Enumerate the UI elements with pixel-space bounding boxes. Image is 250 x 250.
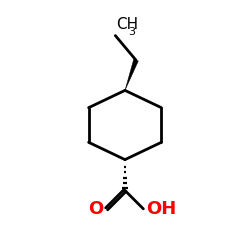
- Text: CH: CH: [116, 17, 139, 32]
- Text: 3: 3: [128, 27, 135, 37]
- Text: OH: OH: [146, 200, 176, 218]
- Text: O: O: [88, 200, 104, 218]
- Polygon shape: [125, 59, 138, 90]
